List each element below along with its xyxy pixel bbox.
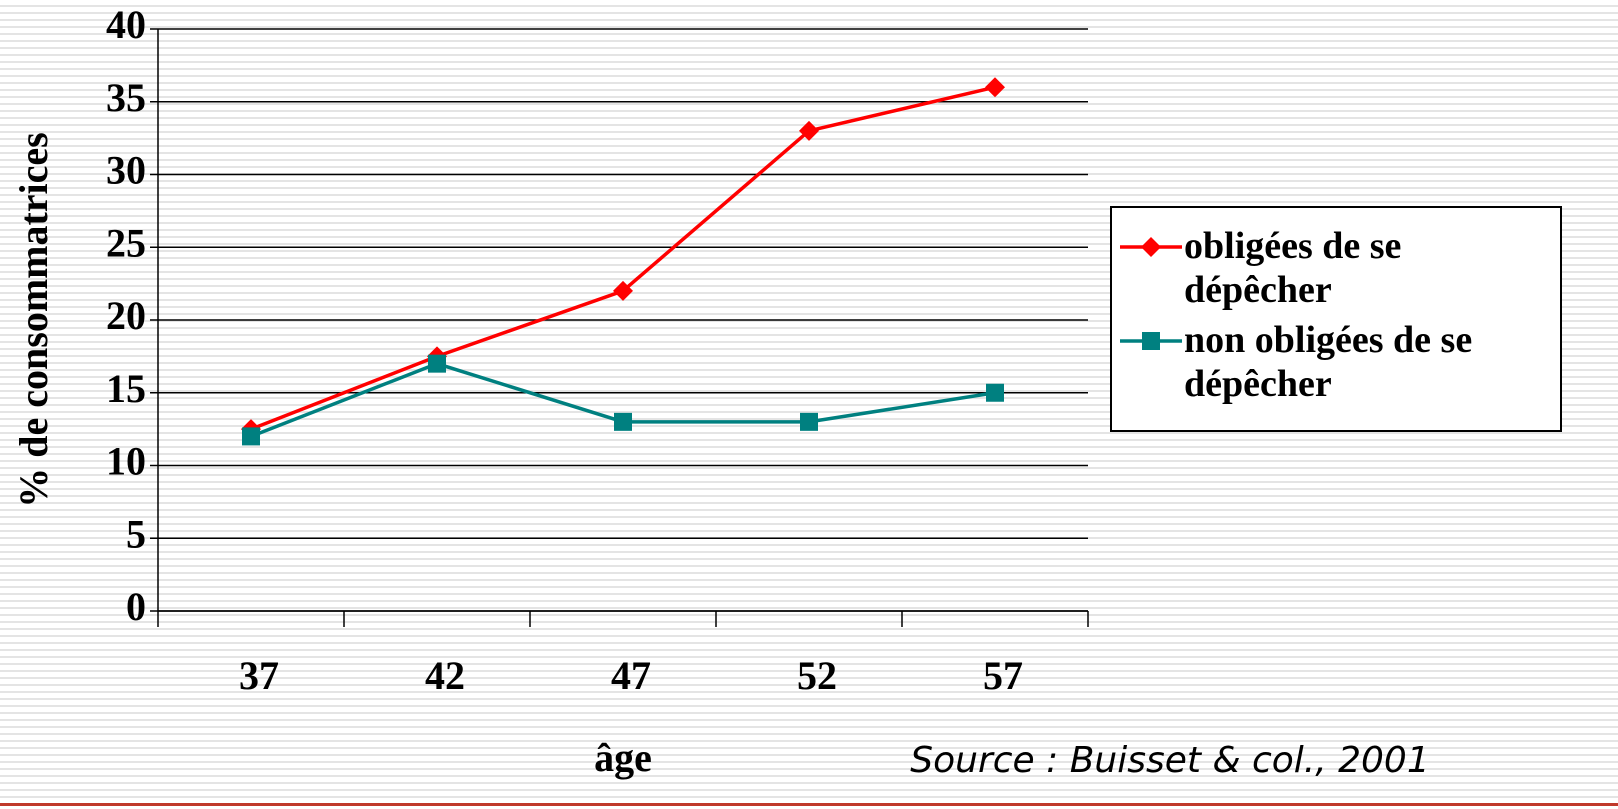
legend-entry: obligées de se dépêcher xyxy=(1118,224,1556,312)
x-tick-label: 47 xyxy=(611,653,651,698)
x-tick-label: 57 xyxy=(983,653,1023,698)
y-axis-label: % de consommatrices xyxy=(11,132,56,507)
y-tick-label: 0 xyxy=(126,584,146,629)
x-axis-label: âge xyxy=(594,735,652,780)
source-note: Source : Buisset & col., 2001 xyxy=(910,740,1429,781)
legend-swatch xyxy=(1120,237,1182,257)
y-tick-label: 25 xyxy=(106,220,146,265)
data-point xyxy=(242,427,260,446)
y-tick-label: 10 xyxy=(106,439,146,484)
data-point xyxy=(428,354,446,373)
x-tick-label: 52 xyxy=(797,653,837,698)
data-point xyxy=(613,280,633,301)
y-tick-label: 5 xyxy=(126,511,146,556)
bottom-rule xyxy=(0,803,1618,806)
legend-marker xyxy=(1141,237,1161,257)
legend-label: obligées de se dépêcher xyxy=(1184,225,1402,311)
data-point xyxy=(985,77,1005,98)
x-tick-label: 42 xyxy=(425,653,465,698)
data-point xyxy=(614,412,632,431)
data-point xyxy=(986,383,1004,402)
x-tick-label: 37 xyxy=(239,653,279,698)
y-tick-label: 35 xyxy=(106,75,146,120)
y-tick-label: 15 xyxy=(106,366,146,411)
legend-swatch xyxy=(1120,332,1182,350)
legend-marker xyxy=(1142,332,1160,350)
y-tick-label: 30 xyxy=(106,148,146,193)
y-tick-label: 40 xyxy=(106,2,146,47)
series-line xyxy=(250,85,996,431)
data-point xyxy=(800,412,818,431)
legend-label: non obligées de se dépêcher xyxy=(1184,319,1473,405)
legend-entry: non obligées de se dépêcher xyxy=(1118,318,1556,406)
legend: obligées de se dépêcher non obligées de s… xyxy=(1110,206,1562,432)
data-point xyxy=(799,120,819,141)
y-tick-label: 20 xyxy=(106,293,146,338)
